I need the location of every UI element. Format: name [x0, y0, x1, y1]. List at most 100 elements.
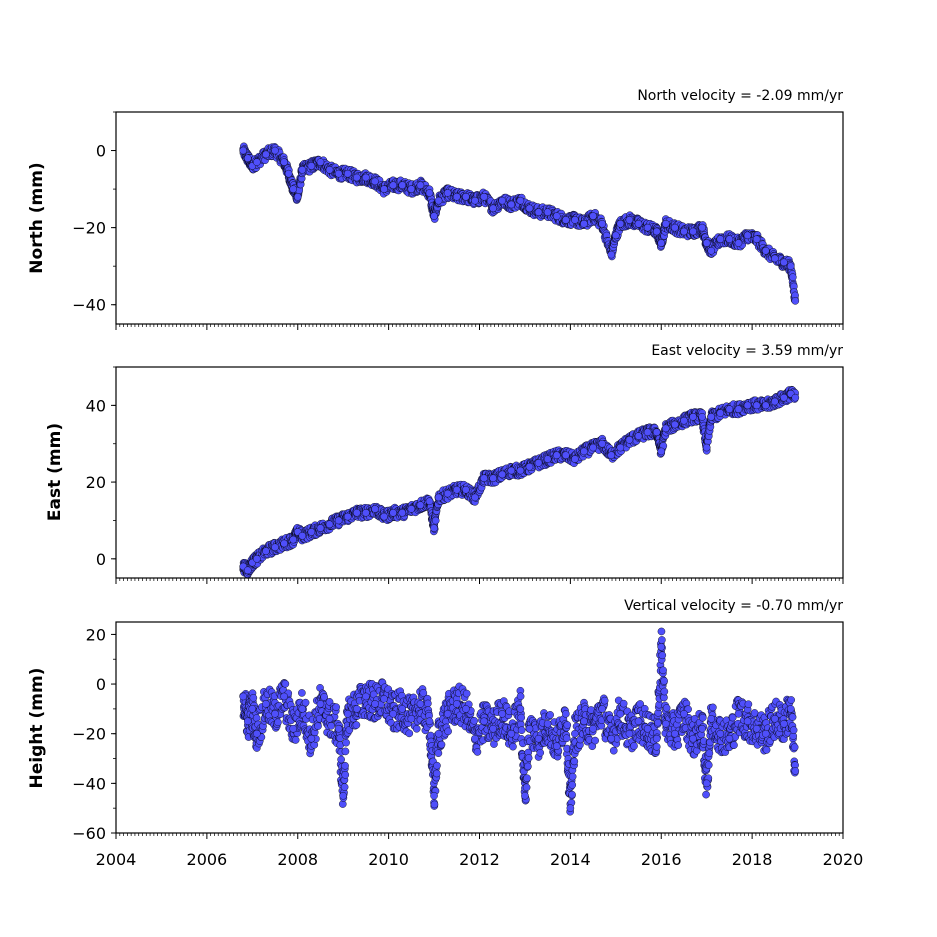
data-point [271, 146, 279, 155]
data-point [470, 717, 478, 725]
data-point [316, 158, 325, 166]
data-point [252, 714, 261, 722]
data-point [498, 470, 507, 479]
data-point [543, 455, 552, 463]
y-tick-label: −40 [72, 296, 106, 315]
x-tick-label: 2020 [823, 850, 864, 869]
data-point [716, 235, 725, 243]
data-point [657, 239, 666, 247]
data-point [498, 196, 507, 205]
data-point [517, 726, 526, 735]
data-point [625, 436, 634, 444]
y-tick-label: −20 [72, 219, 106, 238]
data-point [341, 747, 350, 756]
data-point [489, 204, 497, 213]
data-point [430, 524, 438, 532]
data-point [430, 212, 438, 220]
height-y-axis-label: Height (mm) [27, 668, 47, 789]
data-point [443, 189, 452, 197]
data-point [280, 539, 288, 548]
data-point [284, 169, 293, 178]
data-point [444, 727, 452, 736]
data-point [658, 636, 666, 644]
data-point [405, 729, 414, 738]
data-point [342, 738, 350, 747]
data-point [752, 235, 761, 243]
x-tick-label: 2018 [732, 850, 773, 869]
data-point [674, 741, 682, 749]
data-point [327, 722, 336, 730]
data-point [298, 166, 307, 174]
data-point [425, 497, 434, 506]
data-point [353, 173, 361, 182]
data-point [489, 474, 497, 483]
data-point [430, 800, 439, 809]
data-point [543, 208, 552, 217]
data-point [568, 790, 576, 799]
data-point [534, 459, 543, 467]
data-point [389, 508, 397, 517]
data-point [407, 505, 416, 513]
data-point [600, 696, 609, 705]
data-point [571, 455, 579, 463]
y-tick-label: 0 [96, 675, 106, 694]
data-point [424, 699, 432, 708]
data-point [253, 555, 261, 563]
data-point [434, 749, 443, 757]
data-point [612, 231, 620, 240]
data-point [517, 713, 526, 722]
data-point [332, 703, 340, 711]
data-point [398, 508, 407, 517]
data-point [362, 173, 370, 182]
data-point [480, 474, 488, 483]
data-point [274, 718, 282, 727]
data-point [431, 516, 440, 525]
y-tick-label: 20 [86, 625, 106, 644]
data-point [780, 393, 788, 402]
data-point [525, 204, 534, 213]
data-point [462, 485, 470, 494]
y-tick-label: 40 [86, 396, 106, 415]
data-point [462, 192, 470, 201]
data-point [253, 158, 261, 166]
data-point [580, 447, 588, 456]
data-point [660, 687, 669, 696]
data-point [698, 223, 706, 232]
data-point [516, 692, 525, 701]
data-point [680, 416, 688, 425]
data-point [301, 698, 310, 707]
data-point [523, 774, 531, 782]
data-point [341, 761, 349, 770]
data-point [314, 722, 322, 730]
data-point [243, 154, 252, 163]
data-point [789, 273, 797, 281]
data-point [562, 451, 570, 460]
data-point [516, 466, 525, 475]
data-point [407, 185, 416, 193]
data-point [568, 772, 577, 781]
data-point [634, 219, 643, 228]
data-point [509, 742, 517, 751]
data-point [570, 757, 579, 766]
data-point [725, 405, 734, 414]
data-point [524, 762, 532, 771]
north-y-axis-label: North (mm) [27, 162, 47, 273]
data-point [643, 428, 652, 437]
data-point [507, 200, 516, 209]
data-point [398, 181, 407, 190]
north-data-points [239, 142, 800, 305]
data-point [524, 754, 533, 762]
data-point [443, 489, 452, 498]
data-point [752, 401, 761, 410]
data-point [661, 219, 670, 228]
data-point [291, 736, 300, 744]
data-point [316, 524, 325, 532]
data-point [591, 736, 599, 745]
data-point [536, 748, 545, 757]
data-point [412, 725, 421, 733]
data-point [662, 704, 671, 712]
data-point [734, 405, 743, 414]
data-point [598, 219, 606, 228]
